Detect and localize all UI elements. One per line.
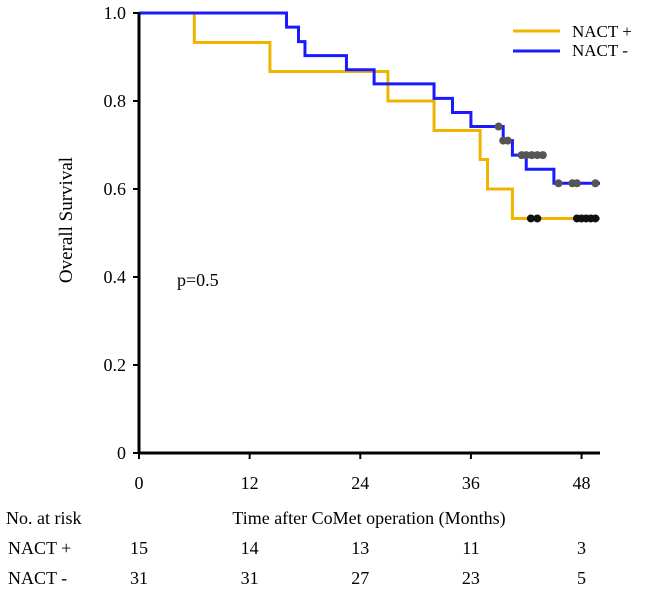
risk-row-label-nact-plus: NACT + [8,538,71,558]
risk-value: 3 [577,538,586,558]
y-tick-label: 0 [117,443,126,463]
risk-value: 13 [351,538,369,558]
x-tick-label: 0 [135,473,144,493]
y-tick-label: 0.6 [104,179,127,199]
risk-value: 14 [241,538,259,558]
y-ticks: 0 0.2 0.4 0.6 0.8 1.0 [104,3,139,463]
censor-marker-nact-minus [538,151,547,160]
risk-value: 23 [462,568,480,588]
censor-marker-nact-minus [554,179,563,188]
risk-value: 5 [577,568,586,588]
axes [137,13,600,455]
legend-label-nact-plus: NACT + [572,22,632,41]
censor-marker-nact-minus [494,122,503,131]
risk-table-header: No. at risk [6,508,82,528]
censor-marker-nact-minus [533,151,542,160]
risk-value: 27 [351,568,369,588]
risk-table: No. at risk NACT + NACT - 15 14 13 11 3 31 31 2… [6,508,586,588]
risk-row-label-nact-minus: NACT - [8,568,67,588]
y-tick-label: 0.4 [104,267,127,287]
p-value-annotation: p=0.5 [177,270,219,290]
y-tick-label: 1.0 [104,3,127,23]
legend: NACT + NACT - [513,22,632,60]
x-tick-label: 36 [462,473,480,493]
survival-curve-nact-plus [139,11,600,220]
censor-marker-nact-minus [503,136,512,145]
y-tick-label: 0.8 [104,91,127,111]
censor-marker-nact-minus [572,179,581,188]
censor-marker-nact-plus [591,214,600,223]
legend-label-nact-minus: NACT - [572,41,628,60]
risk-value: 11 [462,538,479,558]
censor-marker-nact-plus [526,214,535,223]
censor-marker-nact-plus [533,214,542,223]
risk-values: 15 14 13 11 3 31 31 27 23 5 [130,538,586,588]
risk-value: 31 [241,568,259,588]
censor-marker-nact-minus [591,179,600,188]
x-tick-label: 24 [351,473,369,493]
x-ticks: 0 12 24 36 48 [135,453,591,493]
risk-value: 15 [130,538,148,558]
y-axis-label: Overall Survival [56,157,77,283]
censor-marker-nact-minus [527,151,536,160]
y-tick-label: 0.2 [104,355,127,375]
x-tick-label: 48 [573,473,591,493]
censor-marker-nact-minus [522,151,531,160]
plot-area [139,11,600,223]
risk-value: 31 [130,568,148,588]
x-axis-label: Time after CoMet operation (Months) [232,508,505,529]
x-tick-label: 12 [241,473,259,493]
